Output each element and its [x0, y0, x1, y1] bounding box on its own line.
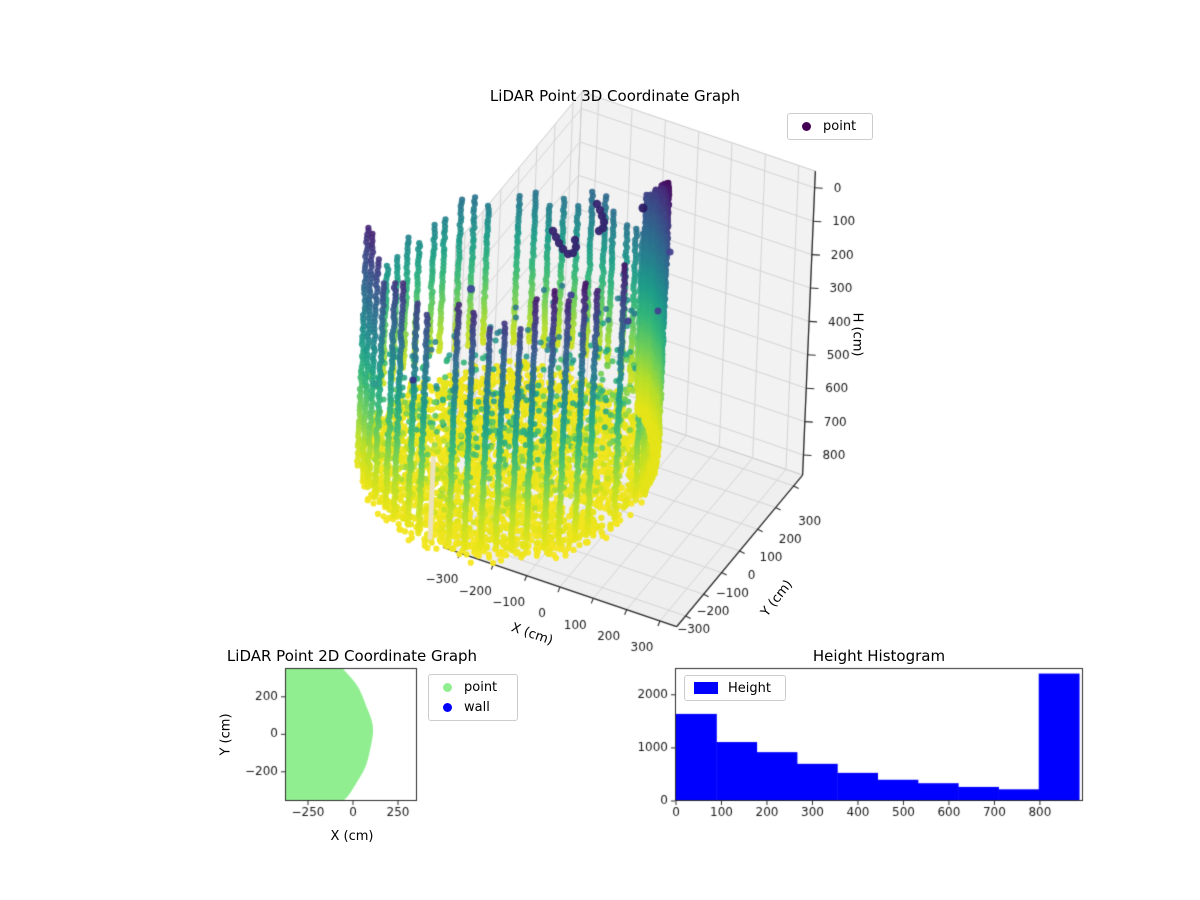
legend-row-point: point [429, 678, 517, 698]
plot2d-ylabel: Y (cm) [218, 713, 234, 756]
point-marker-icon [443, 683, 452, 692]
legend-label: Height [728, 680, 771, 696]
legend-row-point3d: point [788, 117, 872, 137]
height-swatch-icon [694, 682, 718, 694]
plot2d-title: LiDAR Point 2D Coordinate Graph [226, 647, 478, 665]
wall-marker-icon [443, 703, 452, 712]
plot2d-xlabel: X (cm) [330, 829, 374, 844]
plot3d-title: LiDAR Point 3D Coordinate Graph [489, 87, 741, 105]
plot3d-zlabel: H (cm) [849, 312, 865, 357]
plot2d-legend: point wall [428, 674, 518, 721]
point-marker-icon [802, 122, 811, 131]
hist-legend: Height [684, 675, 786, 701]
plot3d-legend: point [787, 113, 873, 140]
legend-label: point [464, 680, 498, 695]
legend-label: wall [464, 700, 490, 715]
hist-title: Height Histogram [812, 647, 946, 665]
legend-row-wall: wall [429, 698, 517, 718]
legend-row-height: Height [685, 678, 785, 698]
legend-label: point [823, 119, 857, 134]
